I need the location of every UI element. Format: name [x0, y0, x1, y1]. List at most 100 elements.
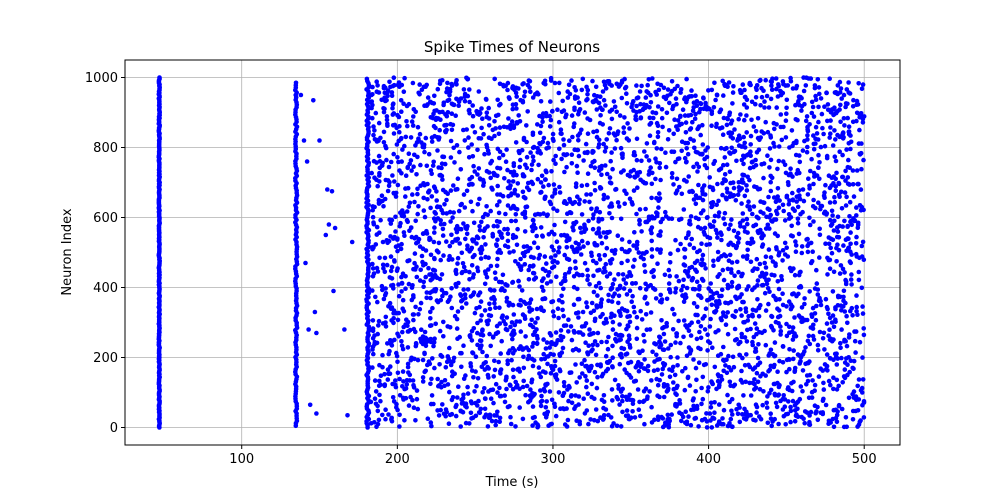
spike-point: [595, 293, 600, 298]
spike-point: [723, 178, 728, 184]
spike-point: [479, 125, 484, 131]
spike-point: [754, 87, 759, 93]
spike-point: [632, 415, 638, 420]
spike-point: [659, 107, 665, 112]
spike-point: [814, 281, 820, 286]
spike-point: [644, 249, 649, 255]
spike-point: [722, 155, 728, 160]
spike-point: [401, 230, 407, 235]
spike-point: [736, 236, 742, 241]
spike-point: [599, 172, 604, 178]
spike-point: [753, 418, 758, 423]
spike-point: [562, 219, 568, 225]
spike-point: [693, 389, 698, 394]
spike-point: [763, 342, 769, 348]
spike-point: [550, 299, 556, 304]
spike-point: [829, 208, 835, 214]
spike-point: [741, 102, 747, 107]
spike-point: [430, 273, 436, 279]
spike-point: [674, 331, 679, 336]
spike-point: [530, 217, 536, 223]
spike-point: [767, 165, 772, 170]
spike-point: [678, 241, 683, 247]
spike-point: [395, 236, 400, 241]
spike-point: [804, 75, 809, 80]
spike-point: [634, 103, 639, 109]
spike-point: [486, 105, 492, 111]
spike-point: [729, 145, 734, 151]
spike-point: [403, 286, 408, 292]
spike-point: [541, 308, 546, 314]
spike-point: [619, 355, 624, 360]
spike-point: [811, 181, 816, 187]
spike-point: [391, 310, 397, 316]
spike-point: [842, 367, 848, 372]
spike-point: [643, 206, 648, 212]
spike-point: [731, 383, 736, 389]
spike-point: [454, 326, 460, 331]
spike-point: [719, 237, 724, 243]
spike-point: [561, 152, 566, 157]
spike-point: [838, 86, 844, 91]
spike-point: [432, 93, 437, 99]
spike-point: [748, 133, 754, 139]
spike-point: [686, 232, 691, 237]
spike-point: [716, 167, 722, 173]
spike-point: [375, 183, 381, 189]
spike-point: [370, 92, 375, 97]
spike-point: [778, 89, 784, 95]
spike-point: [598, 304, 604, 309]
spike-point: [530, 154, 536, 159]
spike-point: [389, 264, 395, 270]
spike-point: [778, 398, 783, 404]
spike-point: [490, 234, 496, 239]
spike-point: [704, 242, 709, 248]
spike-point: [541, 288, 546, 293]
spike-point: [541, 337, 546, 342]
spike-point: [513, 385, 519, 390]
spike-point: [839, 327, 844, 332]
spike-point: [370, 84, 375, 90]
spike-point: [654, 92, 659, 97]
spike-point: [480, 116, 485, 121]
spike-point: [381, 129, 387, 135]
spike-point: [727, 399, 732, 405]
spike-point: [610, 281, 616, 287]
spike-point: [695, 150, 700, 155]
spike-point: [377, 255, 382, 261]
spike-point: [726, 353, 731, 359]
spike-point: [801, 88, 807, 94]
spike-point: [737, 405, 742, 410]
spike-point: [433, 115, 439, 121]
spike-point: [484, 97, 489, 102]
spike-point: [651, 274, 656, 280]
spike-point: [828, 118, 833, 123]
spike-point: [394, 401, 399, 407]
spike-point: [453, 413, 459, 419]
spike-point: [815, 292, 821, 297]
spike-point: [369, 100, 374, 105]
spike-point: [373, 389, 379, 394]
spike-point: [674, 274, 679, 279]
spike-point: [679, 139, 685, 144]
spike-point: [428, 252, 434, 258]
spike-point: [612, 377, 618, 383]
spike-point: [570, 201, 575, 207]
spike-point: [650, 110, 655, 115]
spike-point: [390, 105, 395, 111]
spike-point: [422, 369, 428, 375]
spike-point: [760, 233, 765, 239]
spike-point: [632, 309, 637, 315]
spike-point: [381, 106, 386, 111]
spike-point: [571, 284, 577, 290]
spike-point: [511, 173, 516, 178]
spike-point: [413, 418, 418, 423]
spike-point: [523, 334, 528, 339]
spike-point: [705, 298, 710, 303]
spike-point: [408, 158, 414, 163]
spike-point: [400, 147, 405, 152]
spike-point: [846, 245, 852, 250]
spike-point: [505, 185, 511, 191]
spike-point: [829, 183, 834, 188]
spike-point: [839, 308, 844, 313]
